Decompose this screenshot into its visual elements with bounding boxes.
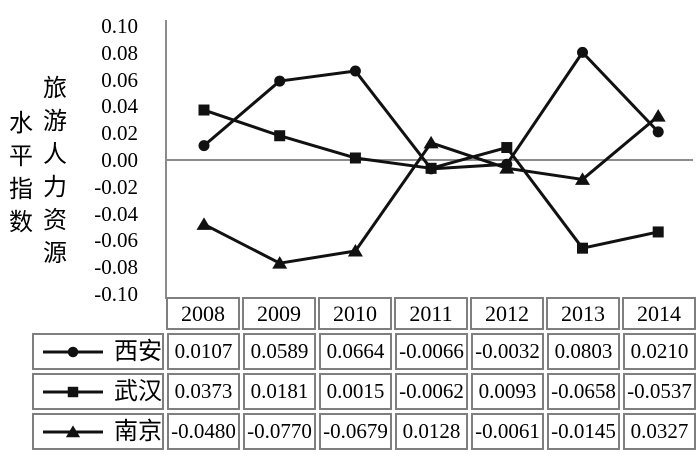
y-tick-label: -0.02	[94, 174, 138, 199]
table-value-cell: 0.0107	[167, 333, 240, 370]
legend-triangle-marker-icon	[43, 424, 103, 437]
data-point-triangle	[650, 109, 666, 122]
data-point-square	[577, 242, 588, 254]
data-point-circle	[274, 75, 286, 87]
data-point-circle	[652, 126, 664, 138]
legend-cell: 西安	[32, 333, 164, 370]
data-table: 西安 0.0107 0.0589 0.0664 -0.0066 -0.0032 0.0803…	[29, 330, 699, 453]
table-value-cell: 0.0181	[243, 373, 316, 410]
data-point-triangle	[499, 161, 515, 174]
y-tick-label: 0.00	[101, 148, 138, 172]
table-value-cell: -0.0061	[471, 413, 544, 450]
data-point-triangle	[196, 217, 212, 230]
y-tick-label: 0.04	[101, 94, 138, 119]
year-header-cell: 2014	[622, 297, 696, 330]
data-point-square	[349, 152, 361, 164]
year-header-cell: 2011	[394, 297, 468, 330]
legend-square-marker-icon	[43, 386, 103, 397]
data-point-triangle	[423, 135, 439, 149]
y-tick-label: -0.04	[94, 201, 138, 226]
table-value-cell: 0.0373	[167, 373, 240, 410]
legend-series-name: 西安	[114, 338, 162, 365]
table-value-cell: 0.0093	[471, 373, 544, 410]
y-tick-label: 0.06	[101, 67, 138, 92]
table-value-cell: -0.0658	[547, 373, 620, 410]
data-point-circle	[577, 46, 588, 58]
table-value-cell: -0.0145	[547, 413, 620, 450]
legend-triangle-glyph	[65, 424, 81, 437]
y-tick-label: -0.06	[94, 228, 138, 253]
table-value-cell: -0.0679	[319, 413, 392, 450]
data-point-triangle	[347, 243, 363, 257]
y-axis-title-line2: 水平指数	[9, 111, 33, 236]
table-value-cell: -0.0480	[167, 413, 240, 450]
table-row: 南京 -0.0480 -0.0770 -0.0679 0.0128 -0.0061 -0.0…	[32, 413, 696, 450]
table-row: 西安 0.0107 0.0589 0.0664 -0.0066 -0.0032 0.0803…	[32, 333, 696, 370]
data-point-circle	[198, 140, 210, 152]
y-tick-label: 0.08	[101, 40, 138, 65]
data-point-square	[501, 142, 513, 154]
y-axis-title-line1: 旅游人力资源	[43, 76, 67, 267]
table-value-cell: 0.0589	[243, 333, 316, 370]
year-header-cell: 2008	[166, 297, 240, 330]
data-point-square	[652, 226, 664, 238]
data-point-square	[425, 162, 437, 174]
series-line-square	[203, 108, 659, 250]
legend-cell: 南京	[32, 413, 164, 450]
y-tick-label: -0.08	[94, 255, 138, 280]
table-value-cell: 0.0128	[395, 413, 468, 450]
legend-circle-glyph	[67, 346, 79, 357]
year-header-cell: 2013	[546, 297, 620, 330]
table-value-cell: 0.0210	[623, 333, 696, 370]
year-header-cell: 2009	[242, 297, 316, 330]
legend-series-name: 武汉	[114, 378, 162, 405]
x-axis-year-header: 2008 2009 2010 2011 2012 2013 2014	[166, 297, 696, 330]
table-row: 武汉 0.0373 0.0181 0.0015 -0.0062 0.0093 -0.0658…	[32, 373, 696, 410]
table-value-cell: -0.0537	[623, 373, 696, 410]
data-point-square	[198, 104, 210, 116]
data-point-triangle	[272, 256, 288, 269]
table-value-cell: 0.0015	[319, 373, 392, 410]
legend-cell: 武汉	[32, 373, 164, 410]
y-tick-label: -0.10	[94, 282, 138, 306]
legend-series-name: 南京	[114, 418, 162, 445]
table-value-cell: -0.0066	[395, 333, 468, 370]
year-header-cell: 2010	[318, 297, 392, 330]
table-value-cell: -0.0032	[471, 333, 544, 370]
data-point-circle	[349, 65, 361, 77]
legend-square-glyph	[67, 386, 79, 397]
y-tick-label: 0.10	[101, 14, 138, 38]
table-value-cell: 0.0803	[547, 333, 620, 370]
table-value-cell: -0.0062	[395, 373, 468, 410]
table-value-cell: 0.0664	[319, 333, 392, 370]
legend-circle-marker-icon	[43, 346, 103, 357]
y-tick-label: 0.02	[101, 121, 138, 146]
table-value-cell: 0.0327	[623, 413, 696, 450]
year-header-cell: 2012	[470, 297, 544, 330]
data-point-square	[274, 130, 286, 142]
series-line-circle	[203, 50, 660, 171]
data-point-triangle	[575, 172, 590, 185]
table-value-cell: -0.0770	[243, 413, 316, 450]
